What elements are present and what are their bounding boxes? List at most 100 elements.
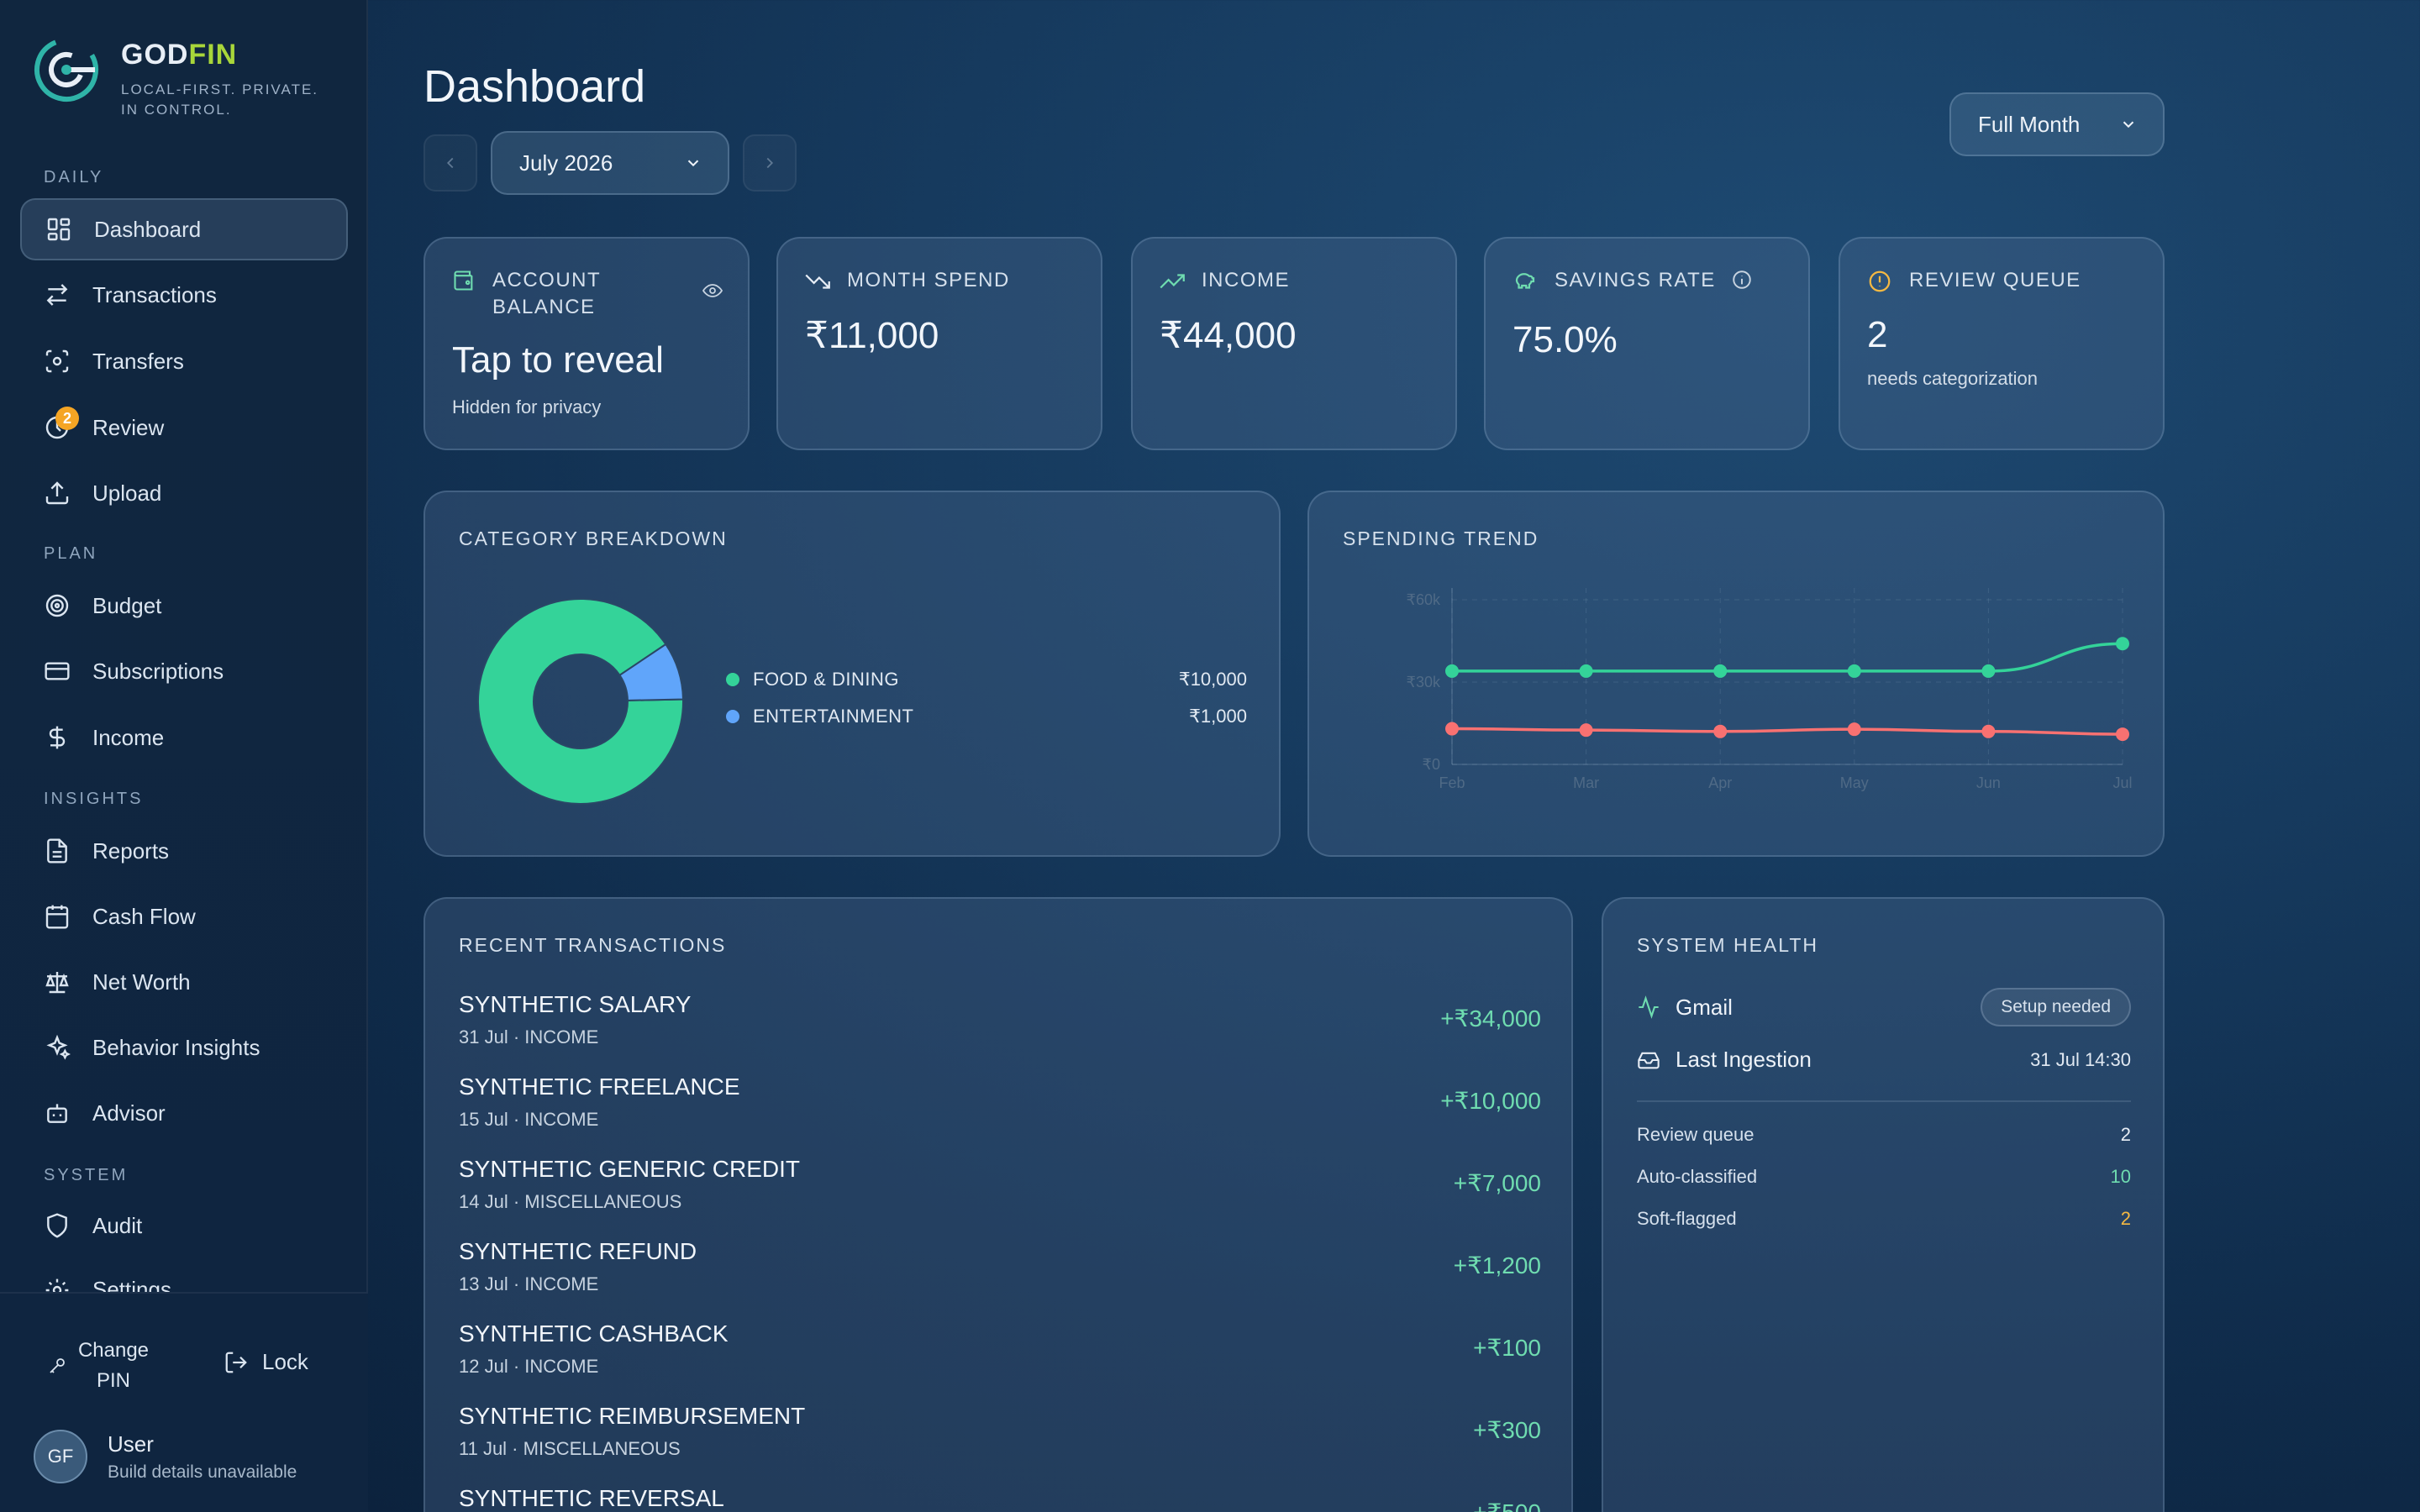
sidebar-item-upload[interactable]: Upload xyxy=(20,462,348,524)
sidebar-item-settings[interactable]: Settings xyxy=(20,1260,348,1292)
donut-slice[interactable] xyxy=(618,643,684,701)
sidebar-item-label: Transfers xyxy=(92,348,184,374)
sidebar-item-label: Behavior Insights xyxy=(92,1034,260,1060)
sidebar-item-audit[interactable]: Audit xyxy=(20,1194,348,1257)
savings-rate-value: 75.0% xyxy=(1512,319,1618,360)
data-point[interactable] xyxy=(1579,723,1593,738)
account-balance-card[interactable]: ACCOUNT BALANCE Tap to reveal Hidden for… xyxy=(424,237,750,450)
data-point[interactable] xyxy=(1445,722,1459,736)
sidebar-item-transfers[interactable]: Transfers xyxy=(20,330,348,392)
month-spend-value: ₹11,000 xyxy=(805,315,939,356)
data-point[interactable] xyxy=(1847,664,1861,678)
review-badge: 2 xyxy=(55,407,79,430)
stat-label: Auto-classified xyxy=(1637,1166,1758,1187)
transaction-meta: 15 Jul · INCOME xyxy=(459,1109,599,1130)
sidebar-item-reports[interactable]: Reports xyxy=(20,820,348,882)
transaction-amount: +₹34,000 xyxy=(1440,1005,1541,1032)
sidebar-item-behavior-insights[interactable]: Behavior Insights xyxy=(20,1016,348,1079)
transaction-row[interactable]: SYNTHETIC REFUND 13 Jul · INCOME +₹1,200 xyxy=(459,1238,1541,1315)
page-title: Dashboard xyxy=(424,61,646,112)
range-select-value: Full Month xyxy=(1978,111,2081,137)
sidebar-item-label: Budget xyxy=(92,592,162,618)
user-profile[interactable]: GF User Build details unavailable xyxy=(34,1430,297,1483)
previous-month-button[interactable] xyxy=(424,134,477,192)
spending-trend-card: SPENDING TREND ₹0 ₹30k ₹60k Feb Mar Apr May Jun… xyxy=(1307,491,2165,857)
month-select[interactable]: July 2026 xyxy=(491,131,729,195)
chevron-down-icon xyxy=(687,160,699,167)
nav-section-insights: INSIGHTS xyxy=(44,790,144,808)
sidebar: GODFIN LOCAL-FIRST. PRIVATE. IN CONTROL.… xyxy=(0,0,368,1512)
transaction-row[interactable]: SYNTHETIC CASHBACK 12 Jul · INCOME +₹100 xyxy=(459,1320,1541,1398)
file-icon xyxy=(47,838,67,864)
range-select[interactable]: Full Month xyxy=(1949,92,2165,156)
nav-section-plan: PLAN xyxy=(44,544,98,563)
next-month-button[interactable] xyxy=(743,134,797,192)
gmail-status-badge[interactable]: Setup needed xyxy=(1981,988,2131,1026)
review-queue-card[interactable]: REVIEW QUEUE 2 needs categorization xyxy=(1839,237,2165,450)
data-point[interactable] xyxy=(2116,727,2129,742)
data-point[interactable] xyxy=(1981,724,1996,738)
gmail-row: Gmail Setup needed xyxy=(1637,988,2131,1026)
data-point[interactable] xyxy=(1445,664,1459,678)
sidebar-item-review[interactable]: 2 Review xyxy=(20,396,348,459)
sidebar-item-income[interactable]: Income xyxy=(20,706,348,769)
chevron-down-icon xyxy=(2123,121,2134,129)
lock-button[interactable]: Lock xyxy=(224,1349,308,1375)
data-point[interactable] xyxy=(2116,637,2129,651)
transaction-name: SYNTHETIC FREELANCE xyxy=(459,1074,740,1100)
legend-swatch xyxy=(726,673,739,686)
divider xyxy=(1637,1100,2131,1102)
gmail-label: Gmail xyxy=(1676,994,1733,1020)
sidebar-item-label: Reports xyxy=(92,837,170,864)
transaction-row[interactable]: SYNTHETIC REVERSAL +₹500 xyxy=(459,1485,1541,1512)
gear-icon xyxy=(45,1278,69,1292)
spending-trend-chart: ₹0 ₹30k ₹60k Feb Mar Apr May Jun Jul xyxy=(1407,588,2133,791)
key-icon xyxy=(50,1358,65,1373)
legend-label: FOOD & DINING xyxy=(753,669,899,690)
transaction-row[interactable]: SYNTHETIC REIMBURSEMENT 11 Jul · MISCELL… xyxy=(459,1403,1541,1480)
sidebar-item-advisor[interactable]: Advisor xyxy=(20,1082,348,1144)
sidebar-item-budget[interactable]: Budget xyxy=(20,575,348,637)
info-icon[interactable] xyxy=(1731,269,1753,291)
account-balance-value[interactable]: Tap to reveal xyxy=(452,339,664,381)
transaction-name: SYNTHETIC CASHBACK xyxy=(459,1320,729,1347)
sidebar-item-transactions[interactable]: Transactions xyxy=(20,264,348,326)
system-health-title: SYSTEM HEALTH xyxy=(1637,934,1818,956)
legend-value: ₹1,000 xyxy=(1188,706,1247,727)
sidebar-footer: Change PIN Lock GF User Build details un… xyxy=(0,1292,368,1512)
transaction-row[interactable]: SYNTHETIC FREELANCE 15 Jul · INCOME +₹10… xyxy=(459,1074,1541,1151)
eye-icon[interactable] xyxy=(702,281,723,301)
stat-row: Soft-flagged 2 xyxy=(1637,1208,2131,1230)
x-tick-label: Jul xyxy=(2112,774,2132,791)
bot-icon xyxy=(47,1104,67,1123)
transaction-name: SYNTHETIC REFUND xyxy=(459,1238,697,1264)
chevron-right-icon xyxy=(766,157,774,169)
x-tick-label: Jun xyxy=(1976,774,2001,791)
stat-row: Auto-classified 10 xyxy=(1637,1166,2131,1188)
legend-swatch xyxy=(726,710,739,723)
target-icon xyxy=(45,594,69,617)
dollar-icon xyxy=(49,726,66,749)
month-select-value: July 2026 xyxy=(519,150,613,176)
sidebar-item-subscriptions[interactable]: Subscriptions xyxy=(20,640,348,702)
sidebar-item-label: Subscriptions xyxy=(92,658,224,684)
alert-circle-icon xyxy=(1869,270,1891,292)
category-breakdown-title: CATEGORY BREAKDOWN xyxy=(459,528,728,549)
sidebar-item-net-worth[interactable]: Net Worth xyxy=(20,951,348,1013)
data-point[interactable] xyxy=(1981,664,1996,678)
x-tick-label: Mar xyxy=(1573,774,1599,791)
transaction-row[interactable]: SYNTHETIC GENERIC CREDIT 14 Jul · MISCEL… xyxy=(459,1156,1541,1233)
donut-slice[interactable] xyxy=(477,598,684,805)
data-point[interactable] xyxy=(1579,664,1593,678)
data-point[interactable] xyxy=(1713,664,1728,678)
data-point[interactable] xyxy=(1713,724,1728,738)
sidebar-item-dashboard[interactable]: Dashboard xyxy=(20,198,348,260)
trending-down-icon xyxy=(805,274,830,289)
data-point[interactable] xyxy=(1847,722,1861,737)
savings-rate-label: SAVINGS RATE xyxy=(1555,269,1716,291)
legend-label: ENTERTAINMENT xyxy=(753,706,914,727)
sidebar-item-cash-flow[interactable]: Cash Flow xyxy=(20,885,348,948)
change-pin-button[interactable]: Change PIN xyxy=(47,1336,160,1396)
review-queue-sub: needs categorization xyxy=(1867,368,2039,389)
transaction-row[interactable]: SYNTHETIC SALARY 31 Jul · INCOME +₹34,00… xyxy=(459,991,1541,1068)
